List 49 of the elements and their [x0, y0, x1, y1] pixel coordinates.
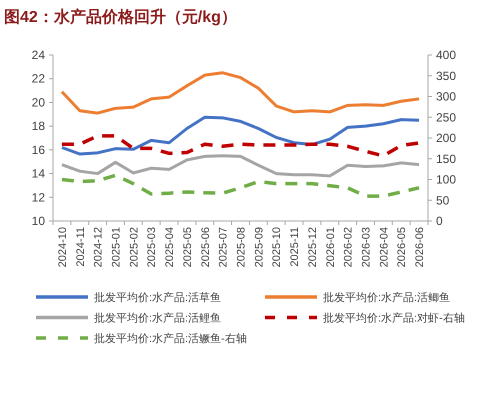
y-tick-label: 18	[32, 119, 46, 134]
line-series	[60, 134, 421, 158]
x-tick-label: 2024-12	[92, 227, 105, 268]
legend-label: 批发平均价:水产品:活鳜鱼-右轴	[94, 332, 247, 345]
x-tick-label: 2025-05	[182, 227, 194, 268]
y2-tick-label: 50	[436, 193, 450, 208]
x-tick-label: 2025-11	[289, 227, 302, 267]
x-tick-label: 2026-06	[414, 227, 426, 268]
x-tick-label: 2024-10	[56, 227, 69, 268]
x-tick-label: 2025-08	[236, 227, 248, 268]
x-tick-label: 2026-01	[324, 227, 337, 268]
x-tick-label: 2025-07	[218, 227, 230, 268]
y-tick-label: 14	[32, 166, 46, 181]
x-tick-label: 2026-03	[360, 227, 372, 268]
line-series	[60, 71, 421, 115]
legend-label: 批发平均价:水产品:活鲫鱼	[323, 291, 450, 304]
chart-title: 图42：水产品价格回升（元/kg）	[4, 8, 237, 26]
y-tick-label: 22	[32, 72, 46, 86]
legend-label: 批发平均价:水产品:对虾-右轴	[323, 312, 465, 324]
x-tick-label: 2025-10	[271, 227, 284, 268]
x-tick-label: 2025-06	[200, 227, 212, 268]
y-tick-label: 24	[32, 48, 46, 62]
x-tick-label: 2025-01	[110, 227, 122, 268]
x-tick-label: 2025-02	[128, 227, 140, 268]
y2-tick-label: 150	[436, 152, 456, 166]
y-tick-label: 20	[32, 95, 46, 110]
x-tick-label: 2025-03	[146, 227, 158, 268]
y2-tick-label: 200	[436, 131, 456, 145]
line-series	[60, 116, 421, 156]
y2-tick-label: 0	[436, 214, 443, 228]
line-series	[60, 154, 421, 178]
x-tick-label: 2026-02	[342, 227, 355, 268]
y2-tick-label: 400	[436, 48, 456, 62]
y2-tick-label: 350	[436, 68, 456, 83]
y-tick-label: 16	[32, 142, 46, 157]
x-tick-label: 2025-09	[253, 227, 266, 268]
y2-tick-label: 100	[436, 172, 456, 186]
y2-tick-label: 250	[436, 110, 456, 124]
x-tick-label: 2025-04	[164, 227, 176, 268]
legend-label: 批发平均价:水产品:活草鱼	[94, 291, 222, 304]
y2-tick-label: 300	[436, 90, 456, 104]
legend-label: 批发平均价:水产品:活鲤鱼	[94, 312, 222, 324]
x-tick-label: 2026-05	[396, 227, 408, 268]
x-tick-label: 2026-04	[378, 227, 390, 268]
y-tick-label: 12	[32, 190, 46, 204]
x-tick-label: 2024-11	[74, 227, 87, 267]
x-tick-label: 2025-12	[306, 227, 319, 268]
line-series	[60, 174, 421, 198]
y-tick-label: 10	[32, 214, 46, 228]
